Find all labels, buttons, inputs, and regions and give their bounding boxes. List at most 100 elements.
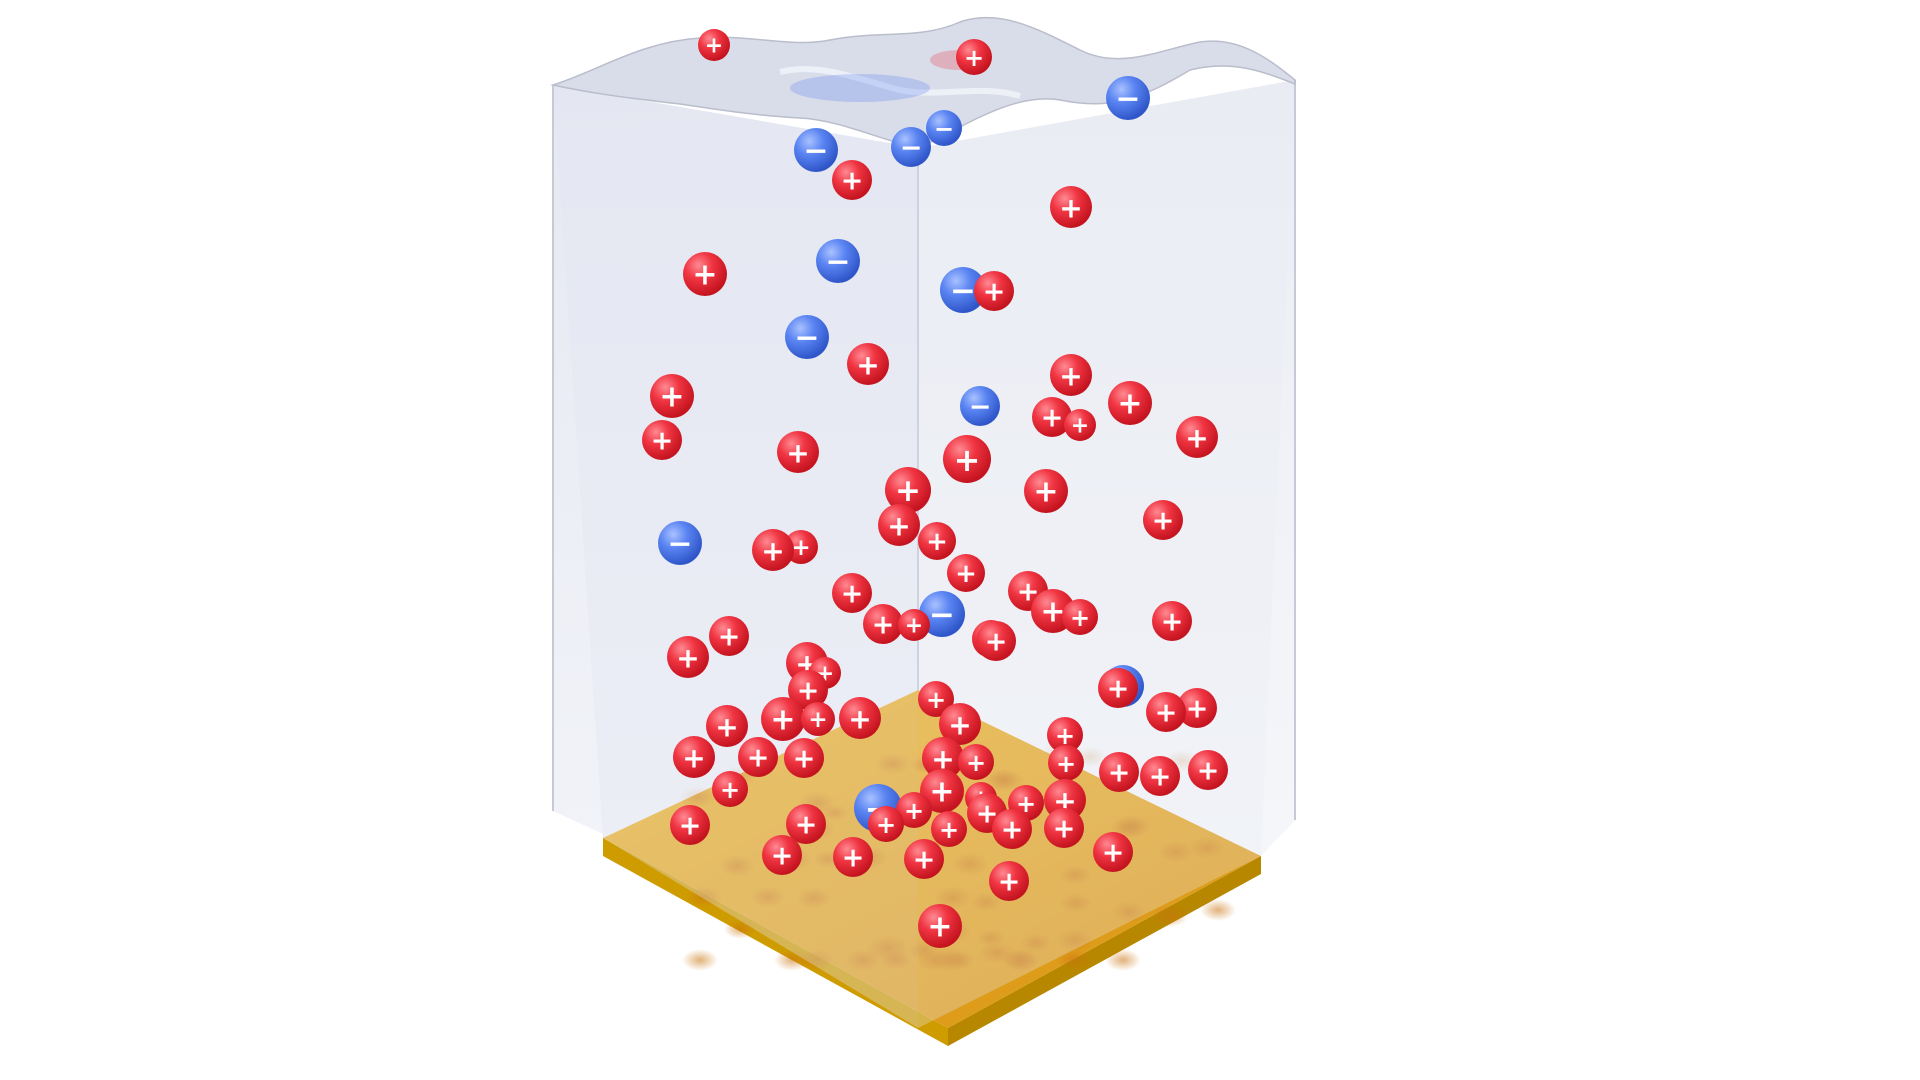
plus-sign-icon: + xyxy=(842,843,865,874)
cation: + xyxy=(1152,601,1192,641)
ion-shadow xyxy=(1111,901,1147,923)
plus-sign-icon: + xyxy=(1055,722,1075,750)
plus-sign-icon: + xyxy=(679,811,702,842)
ion-shadow xyxy=(934,886,972,910)
plus-sign-icon: + xyxy=(876,811,896,839)
cation-sphere xyxy=(1152,601,1192,641)
plus-sign-icon: + xyxy=(718,622,741,653)
cation-sphere xyxy=(667,636,709,678)
plus-sign-icon: + xyxy=(931,743,954,776)
plus-sign-icon: + xyxy=(651,426,674,457)
cation: + xyxy=(712,771,748,807)
ion-shadow xyxy=(875,753,911,775)
minus-sign-icon: − xyxy=(667,527,692,562)
cation-sphere xyxy=(1176,416,1218,458)
anion: − xyxy=(785,315,829,359)
plus-sign-icon: + xyxy=(1059,360,1082,393)
plus-sign-icon: + xyxy=(659,380,684,415)
anion: − xyxy=(794,128,838,172)
liquid-face-right xyxy=(918,80,1295,856)
anion: − xyxy=(960,386,1000,426)
cation-sphere xyxy=(847,343,889,385)
cation: + xyxy=(947,554,985,592)
cation: + xyxy=(956,39,992,75)
plus-sign-icon: + xyxy=(926,686,946,714)
plus-sign-icon: + xyxy=(1040,595,1065,630)
cation: + xyxy=(918,681,954,717)
cation-sphere xyxy=(683,252,727,296)
cation: + xyxy=(801,702,835,736)
ion-shadow xyxy=(969,892,1003,912)
plus-sign-icon: + xyxy=(887,510,910,543)
ion-shadow xyxy=(845,949,881,971)
plus-sign-icon: + xyxy=(1152,506,1175,537)
cation-sphere xyxy=(839,697,881,739)
anion: − xyxy=(926,110,962,146)
plus-sign-icon: + xyxy=(939,816,959,844)
plus-sign-icon: + xyxy=(955,559,977,589)
cation: + xyxy=(1047,717,1083,753)
ion-shadow xyxy=(879,950,913,970)
anion: − xyxy=(919,591,965,637)
plus-sign-icon: + xyxy=(705,34,723,59)
plus-sign-icon: + xyxy=(795,810,818,841)
cation-sphere xyxy=(752,529,794,571)
plus-sign-icon: + xyxy=(964,44,984,72)
ion-shadow xyxy=(1189,837,1225,859)
plus-sign-icon: + xyxy=(1059,192,1082,225)
minus-sign-icon: − xyxy=(950,273,976,309)
ion-shadow xyxy=(820,804,850,822)
plus-sign-icon: + xyxy=(1017,577,1040,608)
cation: + xyxy=(1048,745,1084,781)
cation-sphere xyxy=(1044,808,1084,848)
cation-sphere xyxy=(709,616,749,656)
plus-sign-icon: + xyxy=(682,742,705,775)
cation: + xyxy=(847,343,889,385)
cation-sphere xyxy=(786,804,826,844)
cation: + xyxy=(922,737,964,779)
anion-sphere xyxy=(794,128,838,172)
anion-sphere xyxy=(891,127,931,167)
plus-sign-icon: + xyxy=(1071,414,1089,439)
anion: − xyxy=(658,521,702,565)
ion-shadow xyxy=(1105,949,1141,971)
plus-sign-icon: + xyxy=(848,703,871,736)
cation-sphere xyxy=(650,374,694,418)
plus-sign-icon: + xyxy=(797,676,820,707)
cation: + xyxy=(1062,599,1098,635)
cation-sphere xyxy=(833,837,873,877)
anion-sphere xyxy=(816,239,860,283)
ion-shadow xyxy=(1056,928,1094,952)
cation: + xyxy=(752,529,794,571)
plus-sign-icon: + xyxy=(983,277,1006,308)
cation: + xyxy=(709,616,749,656)
anion-sphere xyxy=(785,315,829,359)
cation-sphere xyxy=(832,573,872,613)
electrode-side-right xyxy=(948,856,1261,1046)
cation: + xyxy=(1064,409,1096,441)
plus-sign-icon: + xyxy=(1149,762,1172,793)
cation-sphere xyxy=(777,431,819,473)
cation: + xyxy=(931,811,967,847)
minus-sign-icon: − xyxy=(794,321,819,356)
anion: − xyxy=(891,127,931,167)
cation: + xyxy=(918,522,956,560)
cation: + xyxy=(898,609,930,641)
cation: + xyxy=(1146,692,1186,732)
plus-sign-icon: + xyxy=(1041,403,1064,434)
cation: + xyxy=(777,431,819,473)
ion-shadow xyxy=(930,947,970,973)
cation-sphere xyxy=(885,467,931,513)
cation: + xyxy=(904,839,944,879)
ion-shadow xyxy=(796,887,832,909)
ion-shadow xyxy=(723,919,757,939)
plus-sign-icon: + xyxy=(841,166,864,197)
plus-sign-icon: + xyxy=(1056,750,1076,778)
minus-sign-icon: − xyxy=(900,133,923,164)
plus-sign-icon: + xyxy=(948,709,971,742)
plus-sign-icon: + xyxy=(998,867,1021,898)
cation: + xyxy=(833,837,873,877)
cation-sphere xyxy=(939,703,981,745)
plus-sign-icon: + xyxy=(954,441,981,479)
plus-sign-icon: + xyxy=(1197,756,1220,787)
